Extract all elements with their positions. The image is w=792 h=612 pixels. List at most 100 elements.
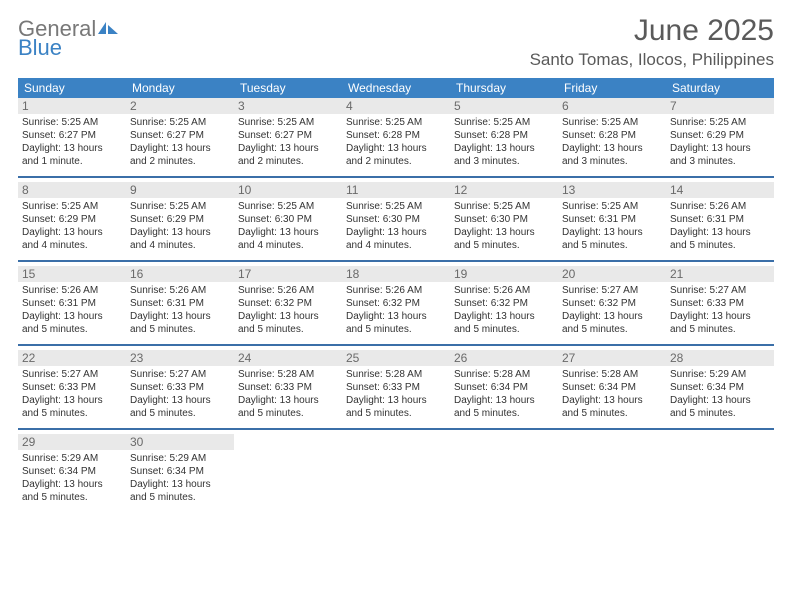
day-number: 27 <box>558 350 666 366</box>
day-number: 3 <box>234 98 342 114</box>
brand-text: General Blue <box>18 20 120 57</box>
sunrise-text: Sunrise: 5:27 AM <box>670 284 770 297</box>
title-block: June 2025 Santo Tomas, Ilocos, Philippin… <box>530 14 774 70</box>
day-info: Sunrise: 5:28 AMSunset: 6:34 PMDaylight:… <box>454 368 554 420</box>
day-number: 21 <box>666 266 774 282</box>
day-number: 4 <box>342 98 450 114</box>
sunrise-text: Sunrise: 5:25 AM <box>130 116 230 129</box>
day-info: Sunrise: 5:27 AMSunset: 6:33 PMDaylight:… <box>130 368 230 420</box>
day-cell <box>450 434 558 512</box>
day-cell: 18 Sunrise: 5:26 AMSunset: 6:32 PMDayligh… <box>342 266 450 344</box>
daylight-text: Daylight: 13 hours and 4 minutes. <box>130 226 230 252</box>
daylight-text: Daylight: 13 hours and 3 minutes. <box>562 142 662 168</box>
sunrise-text: Sunrise: 5:25 AM <box>346 116 446 129</box>
weekday-thursday: Thursday <box>450 78 558 98</box>
sunrise-text: Sunrise: 5:29 AM <box>670 368 770 381</box>
day-cell: 20Sunrise: 5:27 AMSunset: 6:32 PMDayligh… <box>558 266 666 344</box>
week-row: 22Sunrise: 5:27 AMSunset: 6:33 PMDayligh… <box>18 350 774 430</box>
sunrise-text: Sunrise: 5:28 AM <box>346 368 446 381</box>
header: General Blue June 2025 Santo Tomas, Iloc… <box>18 14 774 70</box>
day-number: 15 <box>18 266 126 282</box>
day-info: Sunrise: 5:27 AMSunset: 6:33 PMDaylight:… <box>670 284 770 336</box>
day-cell: 13Sunrise: 5:25 AMSunset: 6:31 PMDayligh… <box>558 182 666 260</box>
sunset-text: Sunset: 6:33 PM <box>130 381 230 394</box>
day-cell: 12Sunrise: 5:25 AMSunset: 6:30 PMDayligh… <box>450 182 558 260</box>
sunset-text: Sunset: 6:32 PM <box>238 297 338 310</box>
week-row: 1Sunrise: 5:25 AMSunset: 6:27 PMDaylight… <box>18 98 774 178</box>
sunrise-text: Sunrise: 5:26 AM <box>22 284 122 297</box>
day-number: 8 <box>18 182 126 198</box>
sunrise-text: Sunrise: 5:25 AM <box>22 200 122 213</box>
sunrise-text: Sunrise: 5:25 AM <box>346 200 446 213</box>
day-info: Sunrise: 5:25 AMSunset: 6:29 PMDaylight:… <box>670 116 770 168</box>
sunrise-text: Sunrise: 5:25 AM <box>238 200 338 213</box>
day-cell: 11Sunrise: 5:25 AMSunset: 6:30 PMDayligh… <box>342 182 450 260</box>
day-info: Sunrise: 5:26 AMSunset: 6:32 PMDaylight:… <box>346 284 446 336</box>
day-info: Sunrise: 5:26 AMSunset: 6:31 PMDaylight:… <box>130 284 230 336</box>
sunrise-text: Sunrise: 5:26 AM <box>454 284 554 297</box>
sunrise-text: Sunrise: 5:29 AM <box>130 452 230 465</box>
day-cell: 19Sunrise: 5:26 AMSunset: 6:32 PMDayligh… <box>450 266 558 344</box>
day-info: Sunrise: 5:27 AMSunset: 6:32 PMDaylight:… <box>562 284 662 336</box>
sunset-text: Sunset: 6:34 PM <box>562 381 662 394</box>
sunset-text: Sunset: 6:29 PM <box>22 213 122 226</box>
day-number: 5 <box>450 98 558 114</box>
day-info: Sunrise: 5:25 AMSunset: 6:28 PMDaylight:… <box>562 116 662 168</box>
day-number: 7 <box>666 98 774 114</box>
day-info: Sunrise: 5:26 AMSunset: 6:32 PMDaylight:… <box>454 284 554 336</box>
daylight-text: Daylight: 13 hours and 5 minutes. <box>670 310 770 336</box>
daylight-text: Daylight: 13 hours and 5 minutes. <box>238 310 338 336</box>
day-cell: 28 Sunrise: 5:29 AMSunset: 6:34 PMDayligh… <box>666 350 774 428</box>
daylight-text: Daylight: 13 hours and 5 minutes. <box>130 478 230 504</box>
day-number: 14 <box>666 182 774 198</box>
daylight-text: Daylight: 13 hours and 5 minutes. <box>130 310 230 336</box>
sunrise-text: Sunrise: 5:28 AM <box>238 368 338 381</box>
day-cell: 15Sunrise: 5:26 AMSunset: 6:31 PMDayligh… <box>18 266 126 344</box>
daylight-text: Daylight: 13 hours and 5 minutes. <box>562 226 662 252</box>
daylight-text: Daylight: 13 hours and 4 minutes. <box>346 226 446 252</box>
day-number: 23 <box>126 350 234 366</box>
sunset-text: Sunset: 6:32 PM <box>454 297 554 310</box>
sunset-text: Sunset: 6:28 PM <box>346 129 446 142</box>
daylight-text: Daylight: 13 hours and 2 minutes. <box>238 142 338 168</box>
day-cell: 30Sunrise: 5:29 AMSunset: 6:34 PMDayligh… <box>126 434 234 512</box>
sunset-text: Sunset: 6:28 PM <box>454 129 554 142</box>
day-cell: 2 Sunrise: 5:25 AMSunset: 6:27 PMDaylight… <box>126 98 234 176</box>
day-info: Sunrise: 5:29 AMSunset: 6:34 PMDaylight:… <box>22 452 122 504</box>
sunset-text: Sunset: 6:34 PM <box>670 381 770 394</box>
week-row: 8Sunrise: 5:25 AMSunset: 6:29 PMDaylight… <box>18 182 774 262</box>
day-cell: 1Sunrise: 5:25 AMSunset: 6:27 PMDaylight… <box>18 98 126 176</box>
day-cell: 10Sunrise: 5:25 AMSunset: 6:30 PMDayligh… <box>234 182 342 260</box>
day-number: 18 <box>342 266 450 282</box>
daylight-text: Daylight: 13 hours and 5 minutes. <box>562 310 662 336</box>
weekday-saturday: Saturday <box>666 78 774 98</box>
daylight-text: Daylight: 13 hours and 5 minutes. <box>346 394 446 420</box>
daylight-text: Daylight: 13 hours and 4 minutes. <box>238 226 338 252</box>
day-info: Sunrise: 5:25 AMSunset: 6:27 PMDaylight:… <box>22 116 122 168</box>
daylight-text: Daylight: 13 hours and 5 minutes. <box>670 394 770 420</box>
sunset-text: Sunset: 6:29 PM <box>670 129 770 142</box>
daylight-text: Daylight: 13 hours and 5 minutes. <box>454 226 554 252</box>
sunrise-text: Sunrise: 5:28 AM <box>454 368 554 381</box>
day-info: Sunrise: 5:28 AMSunset: 6:33 PMDaylight:… <box>346 368 446 420</box>
sunset-text: Sunset: 6:34 PM <box>454 381 554 394</box>
daylight-text: Daylight: 13 hours and 5 minutes. <box>346 310 446 336</box>
day-cell: 21 Sunrise: 5:27 AMSunset: 6:33 PMDayligh… <box>666 266 774 344</box>
day-number: 6 <box>558 98 666 114</box>
day-number: 24 <box>234 350 342 366</box>
daylight-text: Daylight: 13 hours and 5 minutes. <box>454 394 554 420</box>
day-info: Sunrise: 5:25 AMSunset: 6:29 PMDaylight:… <box>22 200 122 252</box>
day-cell: 24Sunrise: 5:28 AMSunset: 6:33 PMDayligh… <box>234 350 342 428</box>
day-number: 28 <box>666 350 774 366</box>
day-cell: 16Sunrise: 5:26 AMSunset: 6:31 PMDayligh… <box>126 266 234 344</box>
day-info: Sunrise: 5:25 AMSunset: 6:30 PMDaylight:… <box>346 200 446 252</box>
day-info: Sunrise: 5:26 AMSunset: 6:32 PMDaylight:… <box>238 284 338 336</box>
sunset-text: Sunset: 6:27 PM <box>130 129 230 142</box>
day-cell: 9Sunrise: 5:25 AMSunset: 6:29 PMDaylight… <box>126 182 234 260</box>
day-info: Sunrise: 5:25 AMSunset: 6:28 PMDaylight:… <box>346 116 446 168</box>
day-info: Sunrise: 5:25 AMSunset: 6:27 PMDaylight:… <box>130 116 230 168</box>
brand-blue: Blue <box>18 35 62 60</box>
daylight-text: Daylight: 13 hours and 3 minutes. <box>670 142 770 168</box>
day-number: 2 <box>126 98 234 114</box>
day-cell <box>342 434 450 512</box>
